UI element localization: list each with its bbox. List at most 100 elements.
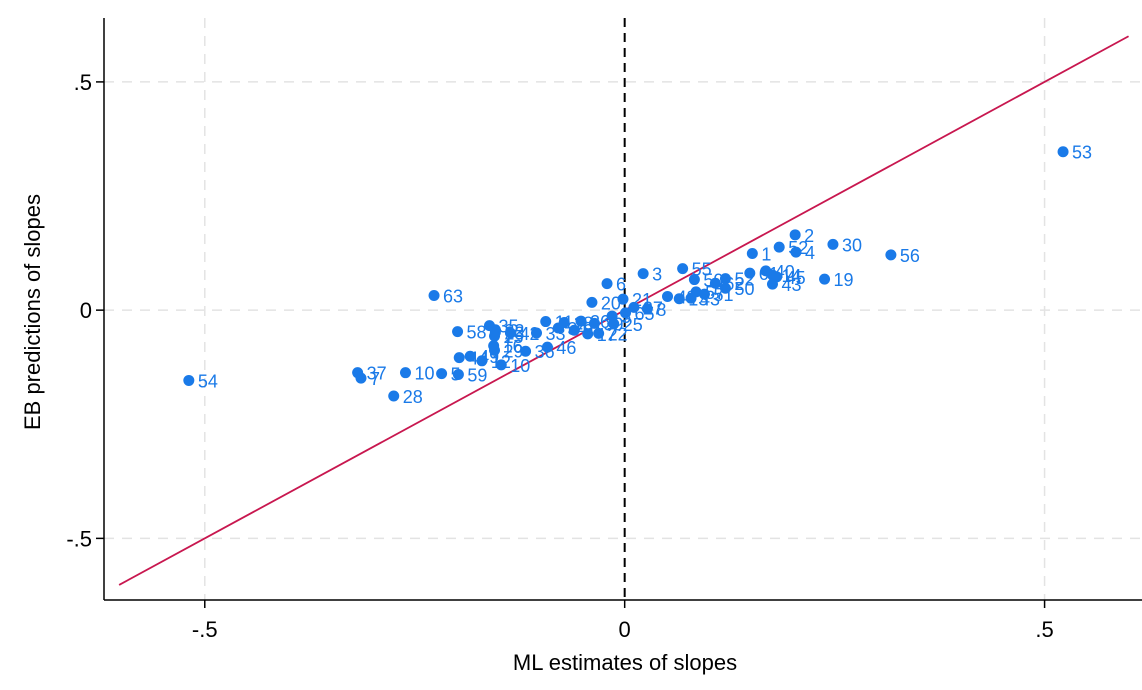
data-point [641, 303, 653, 315]
data-point [586, 296, 598, 308]
grid-lines [104, 18, 1142, 600]
axes [103, 18, 1142, 601]
data-point-label: 17 [597, 325, 617, 345]
data-point-label: 3 [652, 265, 662, 285]
data-point-label: 36 [535, 342, 555, 362]
y-tick-label: -.5 [66, 526, 92, 551]
data-point-label: 15 [504, 327, 524, 347]
data-point [637, 268, 649, 280]
x-tick-label: .5 [1035, 617, 1053, 642]
data-point-label: 29 [504, 341, 524, 361]
data-point [476, 355, 488, 367]
data-point-label: 20 [601, 293, 621, 313]
data-point-label: 25 [623, 315, 643, 335]
data-point [388, 390, 400, 402]
data-point [582, 328, 594, 340]
data-point [628, 301, 640, 313]
data-point [541, 341, 553, 353]
data-point-label: 54 [198, 371, 218, 391]
data-point [685, 292, 697, 304]
data-point [746, 248, 758, 260]
data-point-label: 53 [1072, 143, 1092, 163]
data-point [520, 345, 532, 357]
data-point [531, 327, 542, 339]
x-axis-title: ML estimates of slopes [513, 650, 737, 675]
data-point [540, 316, 552, 328]
y-tick-label: .5 [74, 70, 92, 95]
data-point [827, 238, 839, 250]
data-point-label: 51 [713, 285, 733, 305]
data-point [719, 273, 731, 285]
data-point-label: 45 [786, 268, 806, 288]
data-point [452, 369, 464, 381]
data-point-label: 58 [467, 323, 487, 343]
data-point [617, 293, 629, 305]
data-point-label: 1 [761, 245, 771, 265]
data-point [789, 229, 801, 241]
data-point [1057, 146, 1069, 158]
data-point [608, 318, 620, 330]
data-point [568, 324, 580, 336]
data-point-label: 30 [842, 235, 862, 255]
data-point-label: 10 [510, 356, 530, 376]
data-point [436, 368, 448, 380]
data-point-label: 16 [503, 337, 523, 357]
data-point-label: 4 [805, 243, 815, 263]
data-point [719, 282, 731, 294]
y-tick-label: 0 [80, 298, 92, 323]
data-point-label: 52 [734, 270, 754, 290]
data-point [885, 249, 897, 261]
data-point-label: 43 [781, 275, 801, 295]
data-point-label: 10 [414, 364, 434, 384]
data-point [428, 290, 440, 302]
data-point [464, 350, 476, 362]
data-point-label: 63 [443, 287, 463, 307]
data-point-label: 5 [621, 307, 631, 327]
x-tick-label: -.5 [192, 617, 218, 642]
data-point [504, 327, 516, 339]
data-point [773, 241, 785, 253]
data-point-label: 19 [834, 270, 854, 290]
data-point-label: 13 [688, 290, 708, 310]
data-point-label: 46 [556, 338, 576, 358]
data-point [601, 278, 613, 290]
data-point-label: 59 [467, 366, 487, 386]
axis-ticks: -.5 0 .5 -.5 0 .5 [66, 70, 1053, 642]
data-point-label: 50 [734, 279, 754, 299]
data-point [552, 322, 564, 334]
x-tick-label: 0 [619, 617, 631, 642]
data-point-label: 22 [608, 324, 628, 344]
data-point-label: 43 [700, 289, 720, 309]
data-point [698, 288, 710, 300]
data-point [662, 290, 674, 302]
data-point [355, 372, 367, 384]
data-point-label: 14 [781, 266, 801, 286]
data-point-label: 37 [367, 364, 387, 384]
data-point [183, 374, 195, 386]
data-point-label: 8 [656, 300, 666, 320]
data-point [744, 267, 756, 279]
data-point-label: 28 [403, 387, 423, 407]
data-point [766, 278, 778, 290]
data-point [489, 330, 501, 342]
data-point-label: 56 [900, 246, 920, 266]
data-point [819, 273, 831, 285]
data-point [575, 315, 587, 327]
data-point [790, 246, 802, 258]
data-point [688, 274, 700, 286]
data-point-label: 6 [616, 275, 626, 295]
data-points: 5323052415655403611445195250626435057516… [183, 143, 1092, 407]
data-point-label: 65 [635, 304, 655, 324]
data-point [673, 293, 685, 305]
data-point-label: 2 [804, 226, 814, 246]
data-point-label: 33 [546, 324, 566, 344]
data-point [620, 307, 632, 319]
data-point [593, 327, 605, 339]
data-point-label: 7 [370, 369, 380, 389]
data-point [495, 359, 507, 371]
data-point [677, 263, 689, 275]
data-point [588, 317, 600, 329]
data-point [489, 344, 501, 356]
data-point [709, 277, 721, 289]
